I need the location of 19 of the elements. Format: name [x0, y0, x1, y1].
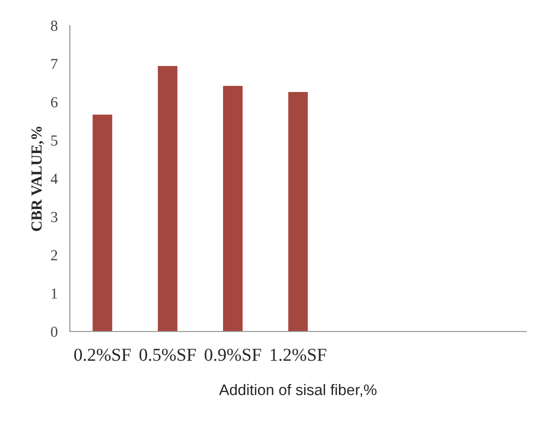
x-tick-label: 0.9%SF — [204, 348, 262, 361]
x-tick-label: 0.5%SF — [139, 348, 196, 361]
bar — [288, 92, 308, 332]
y-tick-label: 8 — [50, 20, 58, 31]
y-tick-label: 7 — [51, 59, 58, 70]
y-tick-label: 5 — [51, 136, 58, 146]
y-tick-label: 0 — [50, 326, 58, 337]
bar — [158, 66, 178, 332]
bar — [223, 86, 243, 332]
y-tick-label: 6 — [51, 97, 58, 108]
x-tick-label: 1.2%SF — [270, 348, 326, 361]
y-tick-label: 1 — [52, 288, 58, 299]
x-axis-title: Addition of sisal fiber,% — [219, 384, 376, 398]
y-tick-label: 4 — [50, 174, 58, 184]
y-axis-title: CBR VALUE,% — [31, 126, 44, 231]
x-tick-label: 0.2%SF — [74, 348, 131, 361]
y-tick-label: 2 — [51, 250, 58, 260]
bar — [92, 114, 112, 332]
y-tick-label: 3 — [51, 212, 58, 222]
